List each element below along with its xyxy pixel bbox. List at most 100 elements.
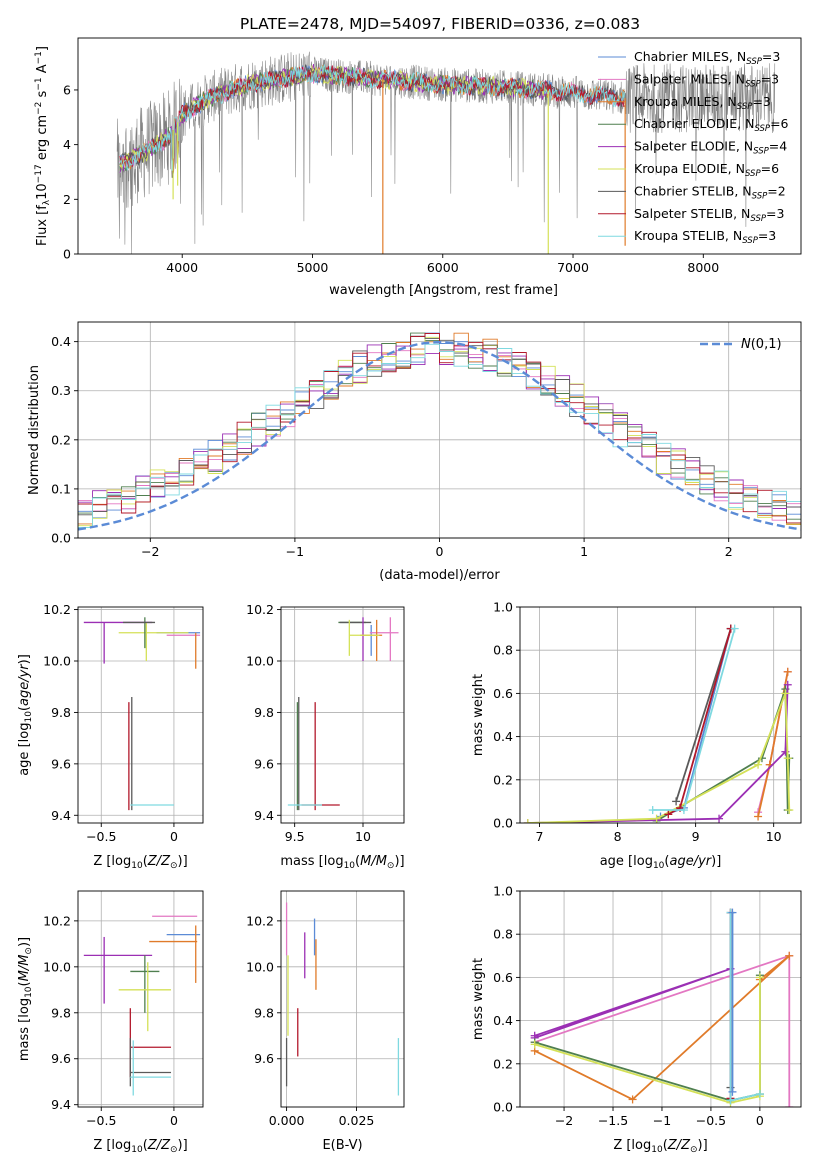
label-part: −1 (34, 77, 44, 90)
x-tick-label: 0 (756, 1113, 764, 1128)
y-tick-label: 0.0 (493, 1100, 513, 1115)
x-tick-label: −2 (141, 544, 159, 559)
age_vs_mass-plot-area (287, 617, 399, 811)
x-axis-label: E(B-V) (322, 1138, 362, 1153)
x-tick-label: 4000 (166, 260, 198, 275)
label-part: SSP (745, 79, 761, 89)
label-part: )] (711, 854, 721, 869)
x-axis-label: mass [log10(M/M⊙)] (280, 854, 404, 871)
marker-kroupa_stelib (755, 1090, 764, 1099)
label-part: 10 (35, 183, 50, 200)
marker-kroupa_miles (754, 812, 763, 821)
x-tick-label: −1.5 (598, 1113, 628, 1128)
label-part: SSP (752, 191, 768, 201)
y-axis-label: mass weight (471, 958, 486, 1040)
y-tick-label: 9.6 (51, 1051, 71, 1066)
y-tick-label: 0.0 (493, 816, 513, 831)
label-part: M/M (360, 854, 387, 869)
label-part: mass [log (280, 854, 343, 869)
label-part: age/yr (17, 663, 32, 706)
label-part: Salpeter MILES, N (634, 71, 745, 86)
label-part: −1 (34, 51, 44, 64)
y-tick-label: 9.8 (51, 1005, 71, 1020)
normal-curve (78, 340, 801, 531)
marker-kroupa_elodie (652, 814, 661, 823)
label-part: Chabrier STELIB, N (634, 183, 752, 198)
label-part: ] (35, 46, 50, 51)
label-part: 10 (131, 861, 143, 871)
mass_vs_Z-axes: −0.5 09.49.69.810.010.2Z [log10(Z/Z⊙)]mas… (17, 890, 204, 1155)
y-tick-label: 0.2 (51, 432, 71, 447)
y-tick-label: 9.8 (254, 1005, 274, 1020)
x-tick-label: 0 (170, 829, 178, 844)
label-part: Chabrier ELODIE, N (634, 116, 754, 131)
label-part: Kroupa ELODIE, N (634, 161, 745, 176)
x-tick-label: 1 (580, 544, 588, 559)
label-part: 10 (344, 861, 356, 871)
weight-line-chabrier_elodie (534, 975, 761, 1102)
y-tick-label: 0.2 (493, 772, 513, 787)
marker-kroupa_elodie (783, 754, 792, 763)
x-tick-label: 2 (725, 544, 733, 559)
y-tick-label: 10.2 (43, 602, 71, 617)
axes-frame (280, 606, 405, 824)
label-part: )] (178, 854, 188, 869)
x-tick-label: 6000 (427, 260, 459, 275)
x-tick-label: −1 (653, 1113, 671, 1128)
marker-kroupa_elodie (530, 1040, 539, 1049)
y-tick-label: 0 (63, 247, 71, 262)
x-tick-label: 9 (692, 829, 700, 844)
y-tick-label: 0.4 (493, 1013, 513, 1028)
label-part: )] (17, 937, 32, 947)
marker-salpeter_stelib (664, 810, 673, 819)
model-spectrum-kroupa_stelib (119, 63, 625, 171)
y-tick-label: 10.0 (246, 959, 274, 974)
label-part: Salpeter ELODIE, N (634, 139, 753, 154)
legend-entry-salpeter_miles: Salpeter MILES, NSSP=3 (634, 71, 779, 89)
y-axis-label: Normed distribution (27, 365, 42, 495)
label-part: Z/Z (667, 1138, 691, 1153)
figure-title: PLATE=2478, MJD=54097, FIBERID=0336, z=0… (240, 15, 640, 33)
marker-kroupa_elodie (755, 973, 764, 982)
label-part: Chabrier MILES, N (634, 49, 746, 64)
label-part: 10 (653, 861, 665, 871)
marker-kroupa_miles (628, 1095, 637, 1104)
label-part: 10 (24, 711, 34, 723)
marker-salpeter_miles (785, 1103, 794, 1107)
legend-entry-salpeter_elodie: Salpeter ELODIE, NSSP=4 (634, 139, 787, 157)
weight-line-salpeter_elodie (527, 684, 789, 823)
y-tick-label: 6 (63, 82, 71, 97)
marker-kroupa_elodie (781, 689, 790, 698)
weight_vs_Z-axes: −2 −1.5 −1 −0.5 0 0.0 0.2 0.4 0.6 0.8 1.0 Z [log10(… (471, 884, 802, 1155)
legend-entry-chabrier_miles: Chabrier MILES, NSSP=3 (634, 49, 780, 67)
x-tick-label: −0.5 (86, 829, 116, 844)
residuals-axes: −2 −1 0 1 2 0.0 0.1 0.2 0.3 0.4 (data-model)/error… (27, 321, 802, 583)
label-part: ⊙ (24, 947, 34, 955)
model-spectrum-chabrier_stelib (119, 64, 625, 178)
label-part: mass [log (17, 998, 32, 1061)
label-part: Z [log (93, 854, 131, 869)
weight_vs_age-plot-area (523, 624, 794, 823)
label-part: SSP (746, 57, 762, 67)
label-part: 10 (24, 986, 34, 998)
y-tick-label: 2 (63, 192, 71, 207)
label-part: SSP (754, 124, 770, 134)
label-part: ⊙ (170, 861, 178, 871)
label-part: E(B-V) (322, 1138, 362, 1153)
label-part: SSP (742, 236, 758, 246)
label-part: )] (17, 654, 32, 664)
weight-line-kroupa_elodie (527, 692, 791, 823)
label-part: Z [log (613, 1138, 651, 1153)
residuals-plot-area (78, 332, 801, 531)
x-tick-label: 9.5 (285, 829, 305, 844)
marker-kroupa_elodie (523, 819, 532, 823)
y-tick-label: 9.4 (51, 808, 71, 823)
mass_vs_ebv-plot-area (285, 902, 400, 1096)
y-tick-label: 9.6 (254, 1051, 274, 1066)
x-tick-label: 0.025 (339, 1113, 375, 1128)
label-part: ( (17, 981, 32, 986)
marker-kroupa_stelib (730, 624, 739, 633)
y-tick-label: 4 (63, 137, 71, 152)
